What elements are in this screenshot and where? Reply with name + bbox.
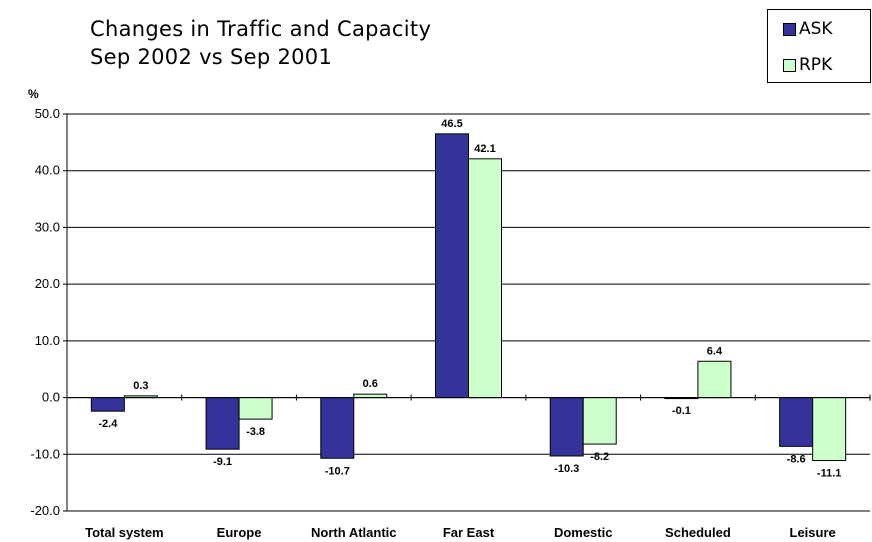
bar-ask: [320, 397, 355, 459]
y-tick-label: 0.0: [42, 390, 60, 405]
legend-item-rpk: RPK: [783, 55, 832, 75]
bar-rpk: [468, 158, 502, 399]
legend-swatch-ask: [783, 22, 796, 36]
x-tick-label: North Atlantic: [311, 525, 396, 540]
bar-ask: [90, 397, 125, 412]
legend-label-rpk: RPK: [799, 55, 833, 75]
data-label: -8.6: [787, 453, 806, 465]
x-tick-label: Scheduled: [665, 525, 731, 540]
bar-ask: [779, 397, 814, 447]
bar-rpk: [238, 397, 273, 420]
axes: [63, 113, 871, 512]
data-labels: -2.4 0.3 -9.1 -3.8 -10.7 0.6 46.5 42.1 -10.3 -8.2…: [98, 118, 841, 480]
data-label: -10.3: [554, 463, 579, 475]
bar-rpk: [697, 360, 732, 399]
y-axis-ticks: 50.0 40.0 30.0 20.0 10.0 0.0 -10.0 -20.0: [30, 106, 60, 518]
data-label: -3.8: [246, 426, 265, 438]
bar-ask: [435, 133, 469, 399]
data-label: -2.4: [98, 418, 118, 430]
y-tick-label: 40.0: [35, 163, 60, 178]
bar-ask: [205, 397, 240, 450]
y-tick-label: 10.0: [35, 333, 60, 348]
bar-rpk: [812, 397, 847, 462]
data-label: 6.4: [707, 345, 723, 357]
bar-rpk: [582, 397, 617, 445]
data-label: 42.1: [474, 143, 495, 155]
y-tick-label: 30.0: [35, 219, 60, 234]
x-axis-ticks: Total system Europe North Atlantic Far East…: [85, 525, 836, 540]
legend-label-ask: ASK: [799, 19, 833, 39]
x-tick-label: Leisure: [790, 525, 836, 540]
data-label: -9.1: [213, 456, 232, 468]
chart-title: Changes in Traffic and Capacity: [90, 17, 432, 41]
y-tick-label: -10.0: [30, 446, 60, 461]
data-label: -0.1: [672, 405, 691, 417]
legend: ASK RPK: [767, 9, 871, 83]
legend-item-ask: ASK: [783, 19, 833, 39]
y-tick-label: 50.0: [35, 106, 60, 121]
data-label: 46.5: [441, 118, 462, 130]
y-tick-label: 20.0: [35, 276, 60, 291]
data-label: -8.2: [590, 451, 609, 463]
bar-ask: [549, 397, 584, 457]
data-label: -11.1: [817, 468, 841, 480]
x-tick-label: Domestic: [554, 525, 613, 540]
x-tick-label: Total system: [85, 525, 164, 540]
bars: [90, 133, 847, 462]
legend-swatch-rpk: [783, 58, 796, 72]
chart-subtitle: Sep 2002 vs Sep 2001: [90, 45, 333, 69]
data-label: -10.7: [325, 465, 350, 477]
x-tick-label: Far East: [443, 525, 495, 540]
x-tick-label: Europe: [217, 525, 262, 540]
y-tick-label: -20.0: [30, 503, 60, 518]
bar-rpk: [353, 393, 388, 399]
data-label: 0.6: [363, 378, 378, 390]
data-label: 0.3: [133, 380, 148, 392]
y-axis-label: %: [28, 87, 39, 101]
